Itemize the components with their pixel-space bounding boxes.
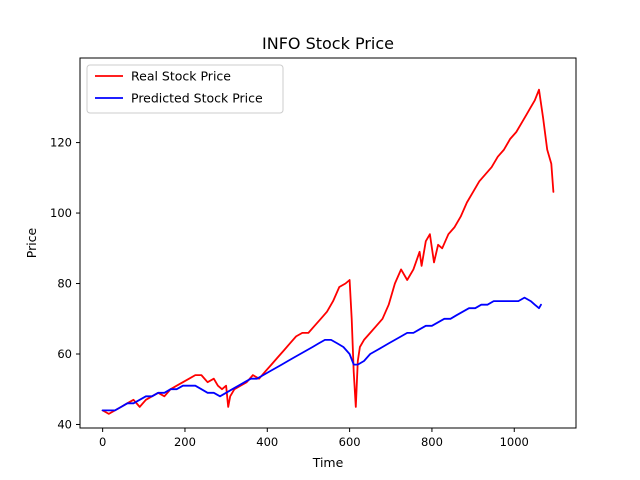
y-tick-label: 120 bbox=[50, 136, 72, 150]
legend-label-predicted: Predicted Stock Price bbox=[131, 91, 263, 106]
y-axis-label: Price bbox=[24, 227, 39, 258]
y-tick-label: 40 bbox=[57, 417, 72, 431]
series-line-1 bbox=[101, 296, 542, 412]
x-axis-label: Time bbox=[312, 455, 344, 470]
legend-label-real: Real Stock Price bbox=[131, 69, 231, 84]
x-tick-label: 400 bbox=[256, 435, 278, 449]
legend: Real Stock Price Predicted Stock Price bbox=[86, 64, 284, 114]
x-tick-label: 200 bbox=[174, 435, 196, 449]
y-tick-label: 60 bbox=[57, 347, 72, 361]
plot-frame bbox=[79, 57, 577, 429]
x-tick-label: 0 bbox=[99, 435, 106, 449]
x-axis-ticks: 0 200 400 600 800 1000 bbox=[99, 428, 529, 449]
y-tick-label: 100 bbox=[50, 206, 72, 220]
x-tick-label: 600 bbox=[339, 435, 361, 449]
x-tick-label: 800 bbox=[421, 435, 443, 449]
series-layer bbox=[101, 88, 555, 415]
x-tick-label: 1000 bbox=[500, 435, 529, 449]
legend-box bbox=[86, 64, 284, 114]
chart-title: INFO Stock Price bbox=[262, 34, 394, 53]
y-axis-ticks: 40 60 80 100 120 bbox=[50, 136, 80, 431]
y-tick-label: 80 bbox=[57, 277, 72, 291]
series-line-0 bbox=[101, 88, 555, 415]
